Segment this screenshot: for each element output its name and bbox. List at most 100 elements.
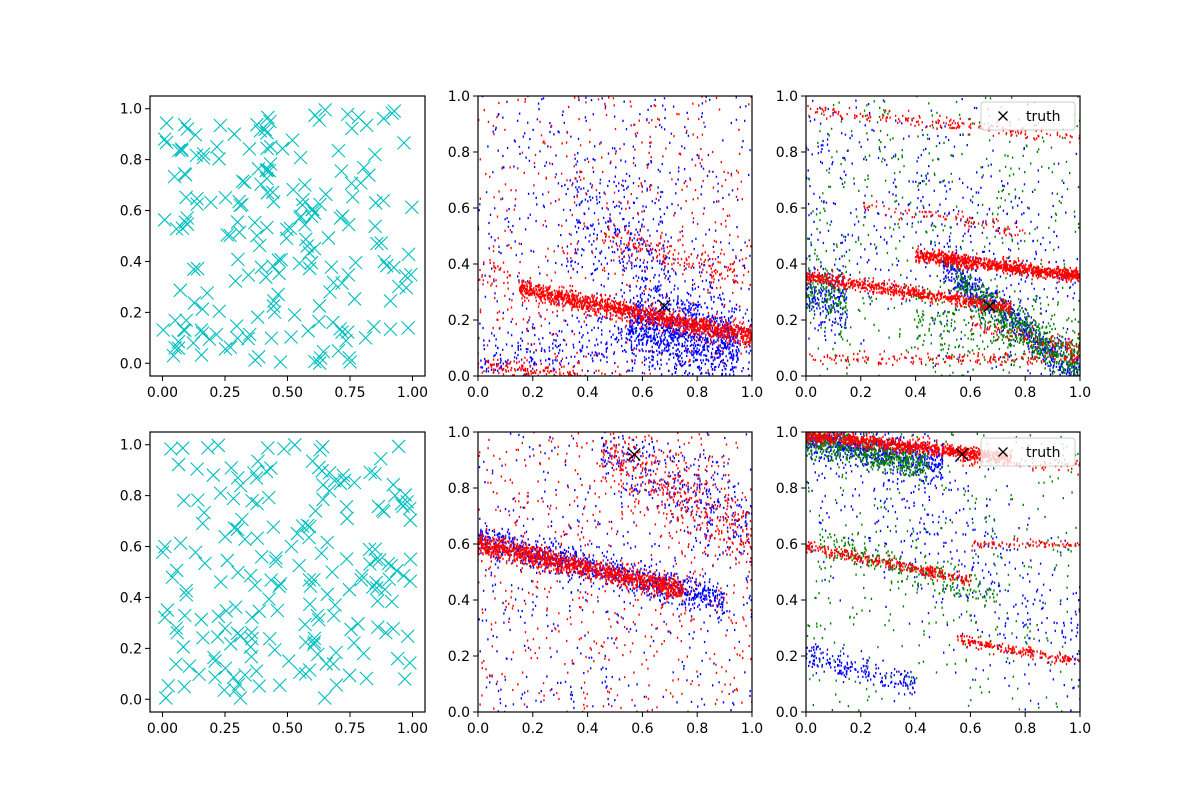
- cyan-x-marker: [218, 342, 233, 356]
- cyan-x-marker: [344, 622, 358, 637]
- cyan-x-marker: [308, 504, 323, 518]
- cyan-x-marker: [340, 511, 354, 526]
- cyan-x-marker: [164, 442, 178, 456]
- cyan-x-marker: [323, 285, 337, 299]
- plot-area: [478, 432, 752, 712]
- cyan-x-marker: [368, 467, 382, 481]
- cyan-x-marker: [252, 238, 267, 253]
- cyan-x-marker: [404, 200, 419, 215]
- cyan-x-marker: [171, 457, 186, 472]
- y-tick-label: 0.0: [776, 705, 798, 721]
- cyan-x-marker: [355, 569, 369, 583]
- cyan-x-marker: [322, 465, 337, 480]
- cyan-x-marker: [373, 451, 388, 466]
- cyan-x-marker: [271, 253, 286, 268]
- point-cloud-3: [807, 104, 1080, 144]
- cyan-x-marker: [260, 141, 274, 156]
- x-tick-label: 0.4: [904, 721, 926, 737]
- cyan-x-marker: [339, 499, 354, 514]
- cyan-x-marker: [394, 496, 409, 511]
- cyan-x-marker: [314, 546, 329, 561]
- y-axis-ticks: 0.0 0.2 0.4 0.6 0.8 1.0: [448, 89, 478, 385]
- truth-marker: [657, 299, 671, 313]
- cyan-x-marker: [307, 354, 322, 369]
- cyan-x-marker: [300, 239, 315, 253]
- subplot-grid: 0.00 0.25 0.50 0.75 1.000.00.20.40.60.81.00.…: [120, 89, 1091, 737]
- cyan-x-marker: [370, 236, 384, 251]
- cyan-x-marker: [398, 268, 413, 283]
- cyan-x-marker: [292, 256, 307, 271]
- cyan-x-marker: [386, 621, 401, 636]
- cyan-x-marker: [206, 468, 221, 483]
- cyan-x-marker: [173, 283, 188, 298]
- y-tick-label: 0.6: [776, 201, 798, 217]
- cyan-x-marker: [263, 139, 278, 154]
- cyan-x-marker: [233, 691, 248, 705]
- y-tick-label: 0.8: [120, 153, 142, 169]
- cyan-x-marker: [208, 654, 223, 668]
- cyan-x-marker: [267, 643, 282, 657]
- cyan-x-marker: [336, 468, 351, 483]
- cyan-x-marker: [244, 625, 259, 640]
- cyan-x-marker: [245, 610, 259, 625]
- cyan-x-marker: [372, 553, 387, 567]
- cyan-x-marker: [293, 210, 307, 225]
- cyan-x-marker: [342, 668, 357, 683]
- cyan-x-marker: [231, 677, 246, 692]
- cyan-x-marker: [284, 330, 298, 344]
- cyan-x-marker: [384, 594, 399, 609]
- x-axis-ticks: 0.0 0.2 0.4 0.6 0.8 1.0: [795, 712, 1091, 737]
- cyan-x-marker: [203, 195, 218, 210]
- cyan-x-marker: [341, 268, 356, 282]
- y-tick-label: 0.0: [120, 356, 142, 372]
- cyan-x-marker: [220, 553, 235, 568]
- cyan-x-marker: [209, 327, 224, 342]
- cyan-x-marker: [171, 341, 186, 356]
- cyan-x-marker: [178, 167, 193, 182]
- cyan-x-marker: [233, 628, 248, 643]
- cyan-x-marker: [157, 212, 172, 227]
- cyan-x-marker: [259, 220, 274, 235]
- x-tick-label: 1.00: [397, 721, 428, 737]
- cyan-x-marker: [333, 322, 348, 336]
- cyan-x-marker: [368, 542, 383, 557]
- point-cloud-3: [478, 432, 752, 712]
- cyan-x-marker: [194, 348, 209, 362]
- axes-frame: [477, 95, 753, 377]
- x-tick-label: 1.0: [1069, 721, 1091, 737]
- cyan-x-marker: [306, 637, 321, 652]
- y-tick-label: 1.0: [120, 438, 142, 454]
- truth-marker: [627, 447, 641, 461]
- cyan-x-marker: [254, 260, 269, 275]
- cyan-x-marker: [271, 287, 286, 302]
- cyan-x-marker: [260, 125, 274, 140]
- cyan-x-marker: [174, 143, 189, 158]
- x-tick-label: 0.0: [795, 721, 817, 737]
- point-cloud-1: [478, 532, 685, 603]
- cyan-x-marker: [159, 135, 174, 150]
- point-cloud-6: [971, 315, 1080, 353]
- cyan-x-marker: [190, 462, 204, 476]
- cyan-x-marker: [272, 266, 286, 281]
- y-tick-label: 1.0: [776, 425, 798, 441]
- cyan-x-marker: [283, 221, 298, 236]
- cyan-x-marker: [287, 438, 302, 452]
- cyan-x-marker: [295, 198, 310, 212]
- y-tick-label: 1.0: [120, 102, 142, 118]
- subplot-4: 0.00 0.25 0.50 0.75 1.00 0.0 0.2 0.4 0.6 0.8 1.0: [120, 431, 428, 737]
- cyan-x-marker: [241, 331, 256, 346]
- cyan-x-marker: [356, 160, 371, 175]
- x-tick-label: 0.6: [959, 721, 981, 737]
- cyan-x-marker: [285, 133, 300, 148]
- cyan-x-marker: [245, 493, 260, 508]
- cyan-x-marker: [345, 189, 360, 204]
- cyan-x-marker: [302, 530, 316, 545]
- cyan-x-marker: [303, 579, 318, 594]
- cyan-x-marker: [231, 252, 245, 267]
- cyan-x-marker: [275, 141, 290, 156]
- cyan-x-marker: [306, 572, 321, 587]
- cyan-x-marker: [217, 683, 232, 698]
- series-2: [478, 432, 752, 712]
- cyan-x-marker: [196, 631, 210, 645]
